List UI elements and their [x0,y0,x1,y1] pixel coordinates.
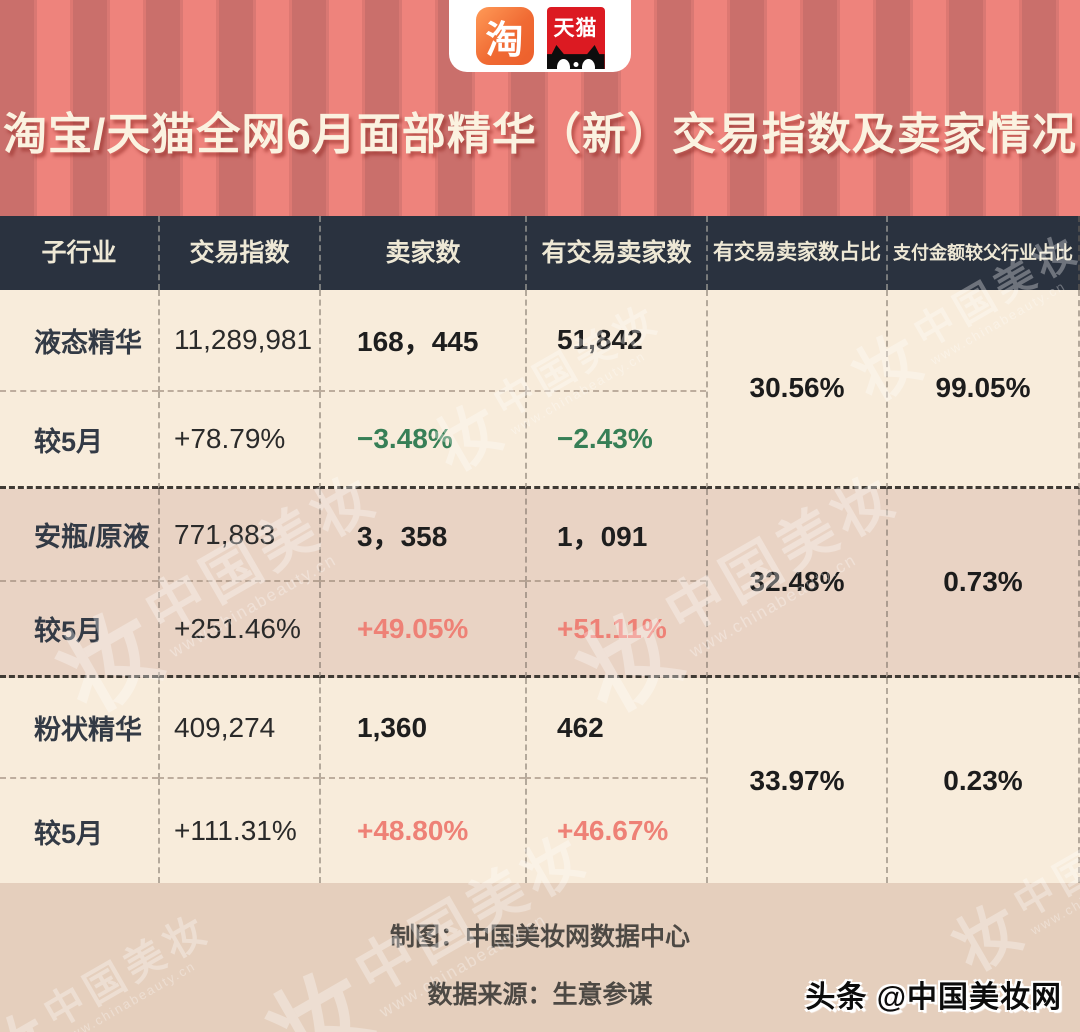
table-row-label: 较5月 [0,779,158,883]
data-source-line: 数据来源：生意参谋 [427,981,653,1009]
data-table: 子行业 交易指数 卖家数 有交易卖家数 有交易卖家数占比 支付金额较父行业占比 … [0,216,1080,883]
tmall-wordmark: 天猫 [553,17,598,40]
table-cell-sellers-change: −3.48% [319,392,525,489]
taobao-glyph: 淘 [485,19,524,62]
table-cell-sellers: 168，445 [319,290,525,392]
table-cell-sellers: 1,360 [319,678,525,779]
column-header-active-sellers: 有交易卖家数 [525,216,706,290]
column-header-subindustry: 子行业 [0,216,158,290]
table-cell-active-sellers-change: +51.11% [525,582,706,678]
footer: 制图：中国美妆网数据中心 数据来源：生意参谋 [0,883,1080,1032]
column-header-trade-index: 交易指数 [158,216,319,290]
table-row-label: 较5月 [0,582,158,678]
table-cell-active-sellers: 1，091 [525,489,706,582]
column-header-sellers: 卖家数 [319,216,525,290]
table-row-label: 安瓶/原液 [0,489,158,582]
page-title: 淘宝/天猫全网6月面部精华（新）交易指数及卖家情况 [3,110,1077,159]
table-row-label: 较5月 [0,392,158,489]
table-row-label: 粉状精华 [0,678,158,779]
table-cell-trade-index-change: +251.46% [158,582,319,678]
table-cell-payment-share: 0.23% [886,678,1080,883]
column-header-payment-share: 支付金额较父行业占比 [886,216,1080,290]
table-cell-active-sellers: 462 [525,678,706,779]
table-cell-trade-index: 771,883 [158,489,319,582]
table-row-label: 液态精华 [0,290,158,392]
taobao-icon: 淘 [475,7,534,65]
table-cell-sellers-change: +48.80% [319,779,525,883]
cat-eye-left-icon [556,59,570,69]
table-cell-payment-share: 0.73% [886,489,1080,678]
table-cell-active-sellers-change: −2.43% [525,392,706,489]
logo-card: 淘 天猫 [449,0,631,72]
table-cell-trade-index: 409,274 [158,678,319,779]
table-cell-payment-share: 99.05% [886,290,1080,489]
credit-line: 制图：中国美妆网数据中心 [389,923,690,951]
tmall-icon: 天猫 [546,7,605,69]
table-cell-trade-index-change: +111.31% [158,779,319,883]
table-cell-trade-index-change: +78.79% [158,392,319,489]
table-cell-active-sellers-change: +46.67% [525,779,706,883]
table-cell-sellers: 3，358 [319,489,525,582]
table-cell-active-share: 30.56% [706,290,886,489]
table-cell-sellers-change: +49.05% [319,582,525,678]
table-cell-active-share: 32.48% [706,489,886,678]
table-cell-active-sellers: 51,842 [525,290,706,392]
table-cell-trade-index: 11,289,981 [158,290,319,392]
table-cell-active-share: 33.97% [706,678,886,883]
toutiao-attribution: 头条 @中国美妆网 [805,981,1062,1014]
cat-nose-icon [573,62,578,67]
column-header-active-share: 有交易卖家数占比 [706,216,886,290]
cat-eye-right-icon [581,59,595,69]
